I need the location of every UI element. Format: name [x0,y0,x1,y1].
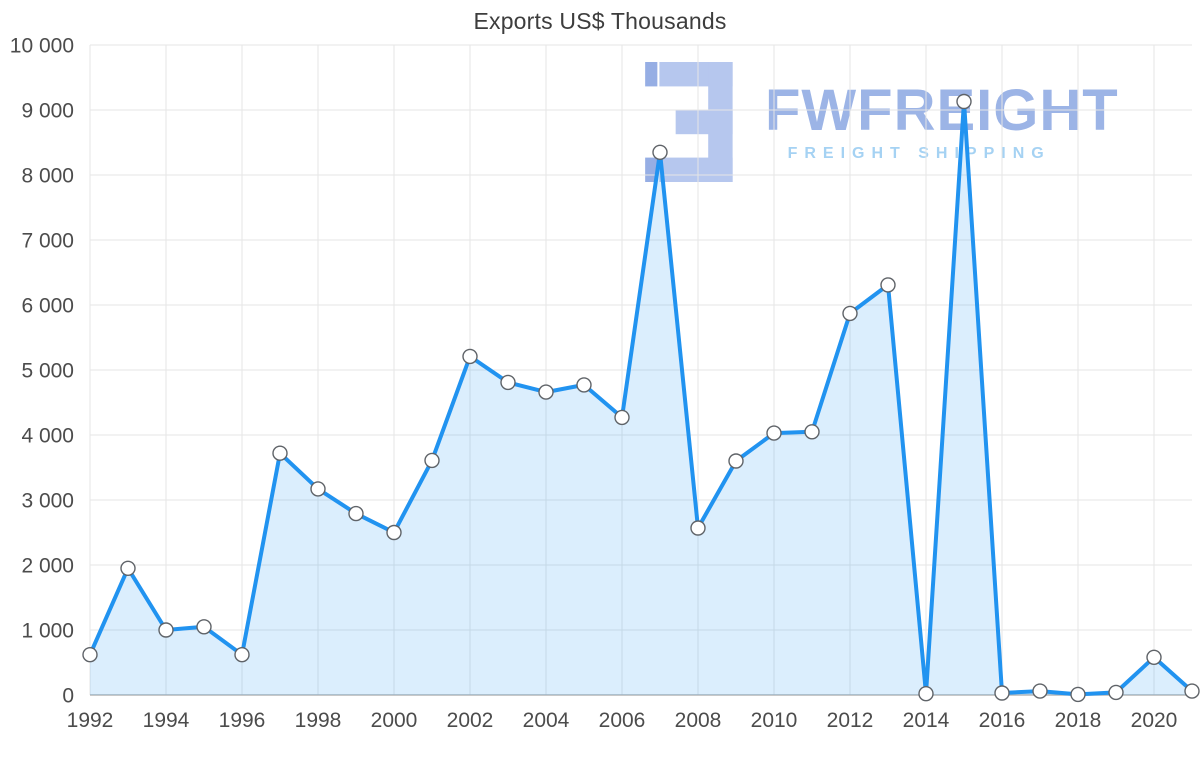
x-tick-label: 1998 [295,709,342,732]
data-point-2009[interactable] [728,453,744,469]
data-point-2021[interactable] [1184,683,1200,699]
data-point-1993[interactable] [120,560,136,576]
x-tick-label: 1992 [67,709,114,732]
data-point-1997[interactable] [272,445,288,461]
y-tick-label: 7 000 [21,229,74,252]
data-point-2010[interactable] [766,425,782,441]
y-tick-label: 8 000 [21,164,74,187]
y-tick-label: 4 000 [21,424,74,447]
y-tick-label: 5 000 [21,359,74,382]
data-point-2005[interactable] [576,377,592,393]
area-series [90,101,1192,695]
y-tick-label: 10 000 [10,34,74,57]
y-tick-label: 1 000 [21,619,74,642]
y-tick-label: 2 000 [21,554,74,577]
data-point-2015[interactable] [956,93,972,110]
x-tick-label: 1994 [143,709,190,732]
y-tick-label: 3 000 [21,489,74,512]
data-point-2020[interactable] [1146,649,1162,665]
data-point-1995[interactable] [196,619,212,635]
x-tick-label: 2006 [599,709,646,732]
x-tick-label: 2014 [903,709,950,732]
y-tick-label: 9 000 [21,99,74,122]
data-point-2018[interactable] [1070,686,1086,703]
data-point-2013[interactable] [880,277,896,293]
x-tick-label: 1996 [219,709,266,732]
gridlines [89,44,1192,695]
data-point-2004[interactable] [538,384,554,400]
data-point-1999[interactable] [348,505,364,522]
x-tick-label: 2000 [371,709,418,732]
x-axis-labels: 1992 1994 1996 1998 2000 2002 2004 2006 2008 2010… [67,709,1178,732]
markers [82,93,1200,703]
data-point-2012[interactable] [842,305,858,322]
x-tick-label: 2008 [675,709,722,732]
data-point-1992[interactable] [82,647,98,663]
x-tick-label: 2020 [1131,709,1178,732]
y-axis-labels: 0 1 000 2 000 3 000 4 000 5 000 6 000 7 000 8 00… [10,34,74,707]
data-point-1994[interactable] [158,622,174,638]
y-tick-label: 0 [62,684,74,707]
data-point-1996[interactable] [234,647,250,663]
data-point-2001[interactable] [424,452,440,469]
data-point-2003[interactable] [500,374,516,391]
x-tick-label: 2004 [523,709,570,732]
x-tick-label: 2016 [979,709,1026,732]
x-tick-label: 2018 [1055,709,1102,732]
data-point-2008[interactable] [690,520,706,536]
data-point-2007[interactable] [652,144,668,161]
x-tick-label: 2012 [827,709,874,732]
data-point-2017[interactable] [1032,683,1048,699]
x-tick-label: 2002 [447,709,494,732]
data-point-2002[interactable] [462,348,478,365]
data-point-2019[interactable] [1108,684,1124,701]
y-tick-label: 6 000 [21,294,74,317]
data-point-1998[interactable] [310,481,326,497]
data-point-2014[interactable] [918,686,934,702]
data-point-2000[interactable] [386,524,402,541]
chart-title: Exports US$ Thousands [473,8,727,34]
data-point-2006[interactable] [614,409,630,426]
x-tick-label: 2010 [751,709,798,732]
data-point-2016[interactable] [994,685,1010,701]
data-point-2011[interactable] [804,424,820,440]
